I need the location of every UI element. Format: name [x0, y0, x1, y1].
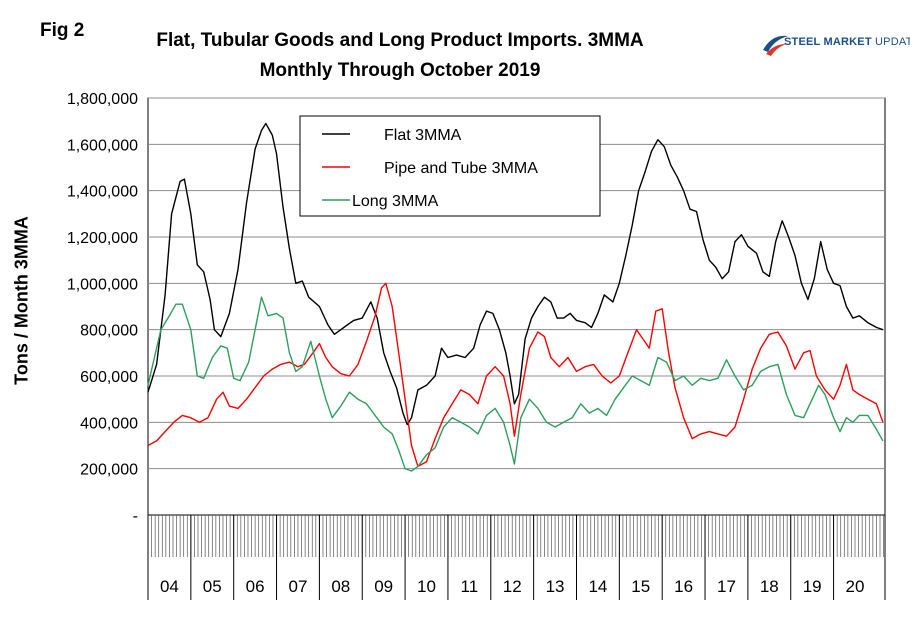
y-tick-label: 1,200,000 [67, 230, 138, 247]
x-year-label: 06 [246, 577, 265, 596]
x-year-label: 15 [631, 577, 650, 596]
x-year-label: 04 [160, 577, 179, 596]
legend-label-pipe: Pipe and Tube 3MMA [384, 160, 538, 177]
x-year-label: 19 [803, 577, 822, 596]
y-tick-label: 400,000 [80, 415, 138, 432]
y-tick-label: 1,400,000 [67, 184, 138, 201]
y-tick-label: 1,000,000 [67, 276, 138, 293]
x-year-label: 18 [760, 577, 779, 596]
x-year-label: 07 [289, 577, 308, 596]
y-tick-label: 800,000 [80, 323, 138, 340]
x-year-label: 11 [461, 577, 479, 596]
logo-text: STEEL MARKET UPDATE [784, 36, 910, 48]
x-year-label: 10 [417, 577, 436, 596]
legend-label-long: Long 3MMA [352, 193, 439, 210]
x-year-label: 20 [846, 577, 865, 596]
series-line-long [147, 296, 884, 472]
steel-market-update-logo: STEEL MARKET UPDATE [760, 30, 910, 60]
x-year-label: 09 [374, 577, 393, 596]
chart-title-line1: Flat, Tubular Goods and Long Product Imp… [156, 30, 644, 51]
y-axis-label: Tons / Month 3MMA [11, 216, 32, 385]
legend-label-flat: Flat 3MMA [384, 127, 462, 144]
x-year-label: 16 [674, 577, 693, 596]
y-tick-label: 1,800,000 [67, 91, 138, 108]
figure-label: Fig 2 [40, 20, 85, 41]
y-tick-label: 600,000 [80, 369, 138, 386]
chart-title-line2: Monthly Through October 2019 [259, 60, 541, 81]
x-year-label: 14 [588, 577, 607, 596]
x-year-label: 13 [546, 577, 565, 596]
y-tick-label: 1,600,000 [67, 137, 138, 154]
logo-swoosh-icon [763, 35, 788, 56]
series-line-flat [147, 122, 884, 426]
x-year-label: 12 [503, 577, 522, 596]
x-year-label: 08 [331, 577, 350, 596]
series-line-pipe [147, 282, 884, 468]
y-tick-label: - [133, 508, 138, 525]
x-year-label: 17 [717, 577, 736, 596]
x-year-label: 05 [203, 577, 222, 596]
y-tick-label: 200,000 [80, 462, 138, 479]
